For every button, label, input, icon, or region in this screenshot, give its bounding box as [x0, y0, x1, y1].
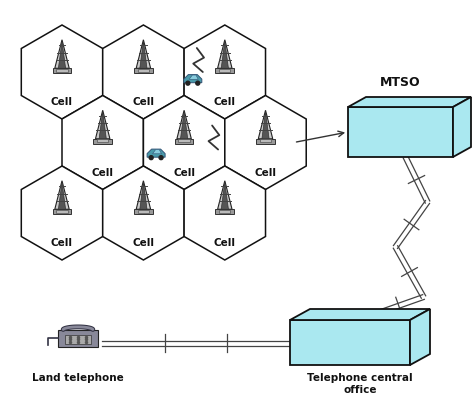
Polygon shape [258, 110, 273, 139]
Bar [138, 69, 149, 72]
Bar [56, 210, 68, 213]
Circle shape [159, 156, 163, 160]
Bar [256, 139, 275, 144]
Bar [260, 140, 271, 142]
Polygon shape [58, 182, 65, 209]
Polygon shape [136, 181, 151, 209]
Bar [219, 210, 230, 213]
Text: Cell: Cell [51, 238, 73, 248]
Polygon shape [184, 166, 265, 260]
Bar [134, 209, 153, 214]
Bar [219, 69, 230, 72]
Text: Telephone central
office: Telephone central office [307, 373, 413, 395]
Polygon shape [290, 309, 430, 320]
Polygon shape [140, 182, 147, 209]
Text: Cell: Cell [214, 97, 236, 107]
Bar [53, 209, 72, 214]
Bar [97, 140, 109, 142]
Polygon shape [184, 75, 202, 83]
Text: Cell: Cell [51, 97, 73, 107]
Bar [93, 139, 112, 144]
Circle shape [186, 81, 190, 85]
Circle shape [149, 156, 153, 160]
Text: Cell: Cell [255, 168, 276, 178]
Polygon shape [147, 149, 165, 157]
Text: Cell: Cell [173, 168, 195, 178]
Polygon shape [58, 41, 65, 68]
Bar [65, 335, 91, 344]
Polygon shape [410, 309, 430, 365]
Text: Cell: Cell [132, 97, 155, 107]
Polygon shape [55, 181, 69, 209]
Polygon shape [103, 166, 184, 260]
Text: Cell: Cell [91, 168, 114, 178]
Polygon shape [221, 182, 228, 209]
Polygon shape [221, 41, 228, 68]
Polygon shape [453, 97, 471, 157]
Polygon shape [103, 25, 184, 119]
Polygon shape [140, 41, 147, 68]
Polygon shape [21, 25, 103, 119]
Bar [53, 68, 72, 73]
Polygon shape [290, 320, 410, 365]
Bar [215, 209, 234, 214]
Polygon shape [55, 40, 69, 68]
Polygon shape [136, 40, 151, 68]
Polygon shape [189, 75, 198, 79]
Polygon shape [95, 110, 110, 139]
Polygon shape [21, 166, 103, 260]
Polygon shape [153, 150, 162, 154]
Polygon shape [225, 96, 306, 189]
Bar [138, 210, 149, 213]
Bar [175, 139, 193, 144]
Text: Cell: Cell [132, 238, 155, 248]
Polygon shape [177, 110, 191, 139]
Text: Cell: Cell [214, 238, 236, 248]
Polygon shape [348, 107, 453, 157]
Polygon shape [218, 40, 232, 68]
Text: MTSO: MTSO [380, 76, 421, 89]
Polygon shape [144, 96, 225, 189]
Polygon shape [99, 112, 106, 139]
Circle shape [196, 81, 200, 85]
Bar [58, 330, 98, 347]
Bar [134, 68, 153, 73]
Polygon shape [262, 112, 269, 139]
Bar [179, 140, 190, 142]
Bar [215, 68, 234, 73]
Text: Land telephone: Land telephone [32, 373, 124, 383]
Polygon shape [348, 97, 471, 107]
Polygon shape [184, 25, 265, 119]
Polygon shape [218, 181, 232, 209]
Polygon shape [62, 96, 144, 189]
Polygon shape [181, 112, 188, 139]
Bar [56, 69, 68, 72]
